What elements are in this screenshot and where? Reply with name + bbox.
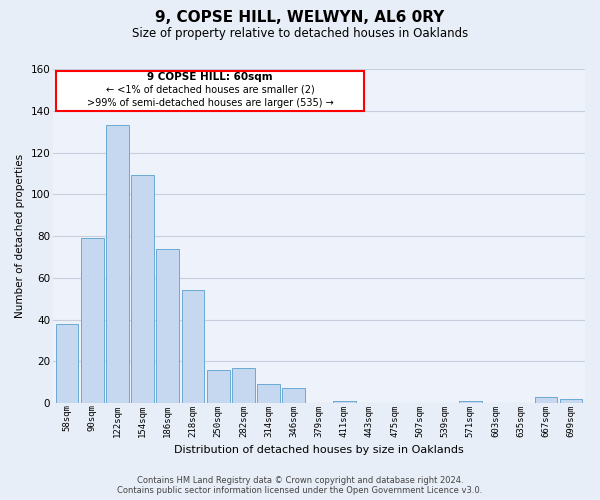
Bar — [131, 176, 154, 403]
Bar — [232, 368, 255, 403]
Bar — [81, 238, 104, 403]
Text: Size of property relative to detached houses in Oaklands: Size of property relative to detached ho… — [132, 28, 468, 40]
FancyBboxPatch shape — [56, 70, 364, 111]
Text: >99% of semi-detached houses are larger (535) →: >99% of semi-detached houses are larger … — [86, 98, 334, 108]
Bar — [333, 401, 356, 403]
Text: 9, COPSE HILL, WELWYN, AL6 0RY: 9, COPSE HILL, WELWYN, AL6 0RY — [155, 10, 445, 25]
Bar — [157, 248, 179, 403]
Bar — [283, 388, 305, 403]
Text: 9 COPSE HILL: 60sqm: 9 COPSE HILL: 60sqm — [147, 72, 273, 82]
Text: Contains HM Land Registry data © Crown copyright and database right 2024.
Contai: Contains HM Land Registry data © Crown c… — [118, 476, 482, 495]
Bar — [182, 290, 205, 403]
Bar — [257, 384, 280, 403]
Bar — [207, 370, 230, 403]
Bar — [106, 126, 129, 403]
Text: ← <1% of detached houses are smaller (2): ← <1% of detached houses are smaller (2) — [106, 84, 314, 94]
Y-axis label: Number of detached properties: Number of detached properties — [15, 154, 25, 318]
Bar — [459, 401, 482, 403]
X-axis label: Distribution of detached houses by size in Oaklands: Distribution of detached houses by size … — [174, 445, 464, 455]
Bar — [56, 324, 78, 403]
Bar — [535, 397, 557, 403]
Bar — [560, 399, 583, 403]
